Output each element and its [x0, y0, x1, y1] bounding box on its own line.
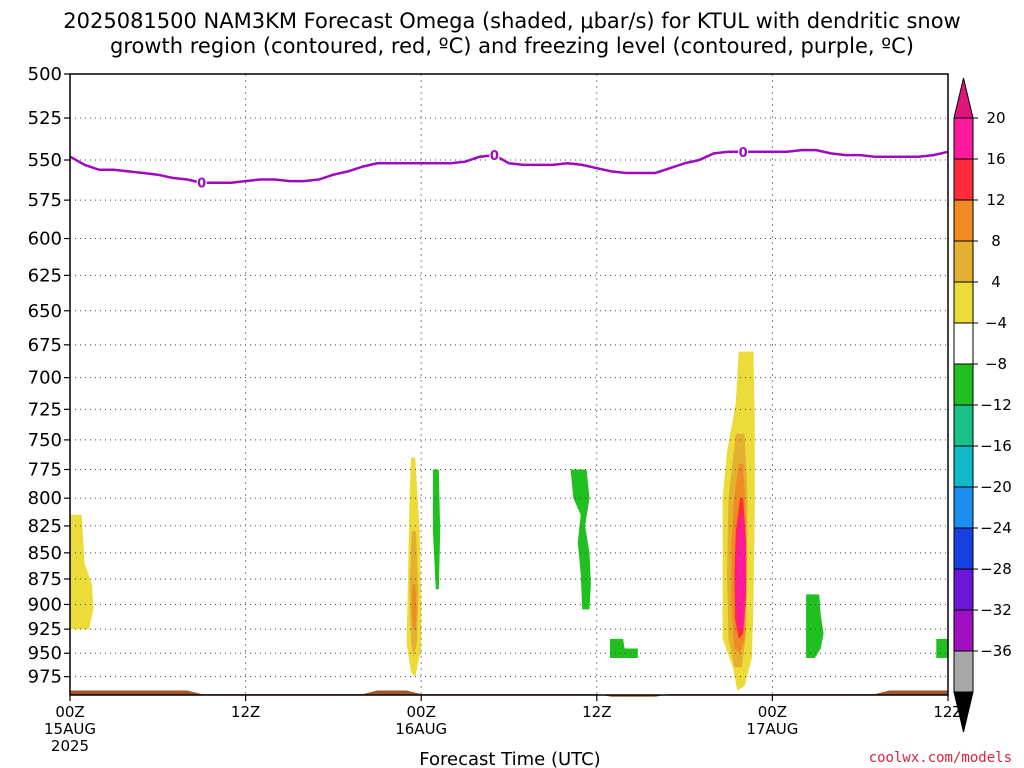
- x-tick-label: 12Z: [231, 703, 260, 721]
- x-tick-label: 00Z: [407, 703, 436, 721]
- omega-region-5: [570, 469, 591, 610]
- plot-area: [70, 351, 948, 697]
- colorbar-label: −8: [985, 355, 1007, 373]
- colorbar-swatch: [953, 568, 974, 611]
- colorbar-swatch: [953, 199, 974, 242]
- plot-frame: [69, 73, 949, 696]
- y-tick-label: 800: [28, 488, 62, 509]
- x-tick-label: 00Z: [55, 703, 84, 721]
- colorbar-label: 4: [991, 273, 1001, 291]
- axis-layer: 500 525 550 575 600 625 650 675 700 725 750 775 800 8…: [28, 64, 963, 755]
- y-tick-label: 625: [28, 265, 62, 286]
- y-tick-label: 700: [28, 368, 62, 389]
- omega-region-13: [936, 638, 948, 658]
- y-tick-label: 575: [28, 190, 62, 211]
- x-axis-label: Forecast Time (UTC): [419, 749, 600, 768]
- colorbar: 20 16 12 8 4 −4 −8 −12 −16 −20 −24 −28 −32 −36: [953, 77, 1012, 733]
- colorbar-label: 20: [986, 109, 1005, 127]
- credit-text: coolwx.com/models: [869, 750, 1012, 766]
- y-tick-label: 975: [28, 667, 62, 688]
- freezing-level-layer: 0 0 0: [69, 144, 949, 192]
- freezing-level-label: 0: [197, 177, 206, 192]
- omega-region-4: [432, 469, 441, 590]
- omega-region-6: [610, 638, 638, 658]
- colorbar-swatch: [953, 445, 974, 488]
- colorbar-swatch: [953, 527, 974, 570]
- colorbar-swatch: [953, 363, 974, 406]
- y-tick-label: 950: [28, 643, 62, 664]
- freezing-label-bg: [489, 148, 500, 163]
- freezing-level-label: 0: [739, 146, 748, 161]
- y-tick-label: 650: [28, 301, 62, 322]
- colorbar-label: −20: [980, 478, 1012, 496]
- x-tick-label: 00Z: [758, 703, 787, 721]
- omega-region-12: [806, 594, 824, 658]
- colorbar-label: −12: [980, 396, 1012, 414]
- terrain-fill: [70, 690, 948, 697]
- colorbar-swatch: [953, 322, 974, 365]
- colorbar-label: 8: [991, 232, 1001, 250]
- colorbar-label: −36: [980, 642, 1012, 660]
- colorbar-label: −24: [980, 519, 1012, 537]
- colorbar-bottom-arrow: [953, 691, 974, 733]
- y-tick-label: 725: [28, 399, 62, 420]
- y-tick-label: 875: [28, 569, 62, 590]
- chart-title-line-2: growth region (contoured, red, ºC) and f…: [110, 34, 914, 58]
- colorbar-swatch: [953, 609, 974, 652]
- x-tick-label: 16AUG: [395, 720, 447, 738]
- colorbar-swatch: [953, 650, 974, 693]
- colorbar-swatch: [953, 240, 974, 283]
- freezing-label-bg: [196, 175, 207, 190]
- x-tick-label: 12Z: [933, 703, 962, 721]
- y-tick-label: 900: [28, 594, 62, 615]
- colorbar-label: −28: [980, 560, 1012, 578]
- y-tick-label: 675: [28, 335, 62, 356]
- colorbar-label: −32: [980, 601, 1012, 619]
- freezing-level-line: [69, 148, 949, 184]
- colorbar-swatch: [953, 404, 974, 447]
- y-tick-label: 525: [28, 108, 62, 129]
- colorbar-label: −4: [985, 314, 1007, 332]
- colorbar-swatch: [953, 158, 974, 201]
- x-tick-label: 2025: [51, 737, 89, 755]
- colorbar-swatch: [953, 117, 974, 160]
- x-tick-label: 17AUG: [746, 720, 798, 738]
- x-tick-label: 12Z: [582, 703, 611, 721]
- colorbar-top-arrow: [953, 77, 974, 119]
- colorbar-label: 12: [986, 191, 1005, 209]
- y-tick-label: 925: [28, 619, 62, 640]
- y-tick-label: 775: [28, 459, 62, 480]
- colorbar-label: −16: [980, 437, 1012, 455]
- chart-title-line-1: 2025081500 NAM3KM Forecast Omega (shaded…: [63, 9, 960, 33]
- freezing-level-label: 0: [490, 149, 499, 164]
- y-tick-label: 825: [28, 516, 62, 537]
- omega-region-3: [411, 584, 417, 630]
- freezing-label-bg: [738, 144, 749, 159]
- x-tick-label: 15AUG: [44, 720, 96, 738]
- y-tick-label: 600: [28, 229, 62, 250]
- omega-region-11: [735, 514, 747, 630]
- y-tick-label: 550: [28, 150, 62, 171]
- y-tick-label: 750: [28, 430, 62, 451]
- colorbar-swatch: [953, 281, 974, 324]
- omega-region-0: [70, 514, 94, 630]
- y-tick-label: 850: [28, 543, 62, 564]
- colorbar-label: 16: [986, 150, 1005, 168]
- colorbar-swatch: [953, 486, 974, 529]
- y-tick-label: 500: [28, 64, 62, 85]
